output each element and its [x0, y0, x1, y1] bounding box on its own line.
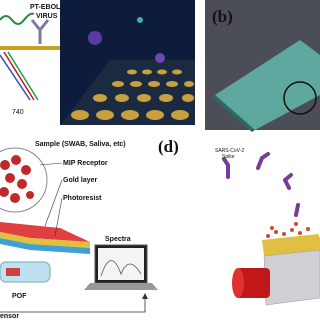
laptop-base [84, 283, 158, 290]
gold-layer [262, 234, 320, 256]
spike-proteins [222, 152, 300, 217]
leader [44, 179, 63, 227]
gold-strip [0, 46, 60, 50]
gold-layer [0, 232, 90, 248]
mip-layer [0, 222, 90, 242]
sample-cells [0, 155, 34, 203]
wavelength: 740 [12, 109, 24, 116]
arrow-line [0, 298, 146, 313]
spectra-curve [100, 260, 142, 277]
laptop-display [98, 248, 144, 280]
antibody [30, 19, 50, 44]
panel-a: PT-EBOLA VIRUS 740 [0, 0, 195, 125]
arrow-head [142, 293, 148, 299]
virus [88, 31, 102, 45]
ray [3, 51, 35, 101]
ray [7, 51, 39, 101]
photoresist-layer [0, 238, 90, 254]
surface [60, 60, 195, 125]
fiber-core [6, 268, 20, 276]
spectra-label: Spectra [105, 236, 131, 243]
zoom-circle [283, 81, 317, 115]
panel-c: Sample (SWAB, Saliva, etc) MIP Receptor … [0, 141, 158, 320]
substrate [263, 249, 320, 306]
virus [155, 53, 165, 63]
optical-fiber [0, 261, 51, 283]
ray [0, 54, 31, 101]
sheet-edge [212, 95, 255, 132]
virus-strand [0, 12, 35, 25]
panel-label: (d) [158, 137, 179, 156]
sensor-sheet [215, 40, 320, 130]
leader [54, 197, 63, 237]
gold-label: Gold layer [63, 177, 98, 184]
virus-label: VIRUS [36, 13, 58, 20]
panel-b: (b) [205, 0, 320, 132]
spike-label: Spike [222, 154, 235, 160]
particle [137, 17, 143, 23]
panel-d: (d) SARS-CoV-2 Spike [158, 137, 320, 306]
photoresist-label: Photoresist [63, 195, 102, 202]
spike-label: SARS-CoV-2 [215, 148, 244, 154]
fiber [236, 268, 270, 298]
panel-label: (b) [212, 7, 233, 26]
leader [39, 162, 63, 166]
sample-label: Sample (SWAB, Saliva, etc) [35, 141, 126, 148]
pof-label: POF [12, 293, 27, 300]
mip-label: MIP Receptor [63, 160, 108, 167]
receptors [266, 222, 310, 238]
gold-disks [71, 69, 194, 120]
fiber-end [232, 268, 244, 298]
sensor-label: ensor [0, 313, 19, 320]
virus-label: PT-EBOLA [30, 4, 65, 11]
